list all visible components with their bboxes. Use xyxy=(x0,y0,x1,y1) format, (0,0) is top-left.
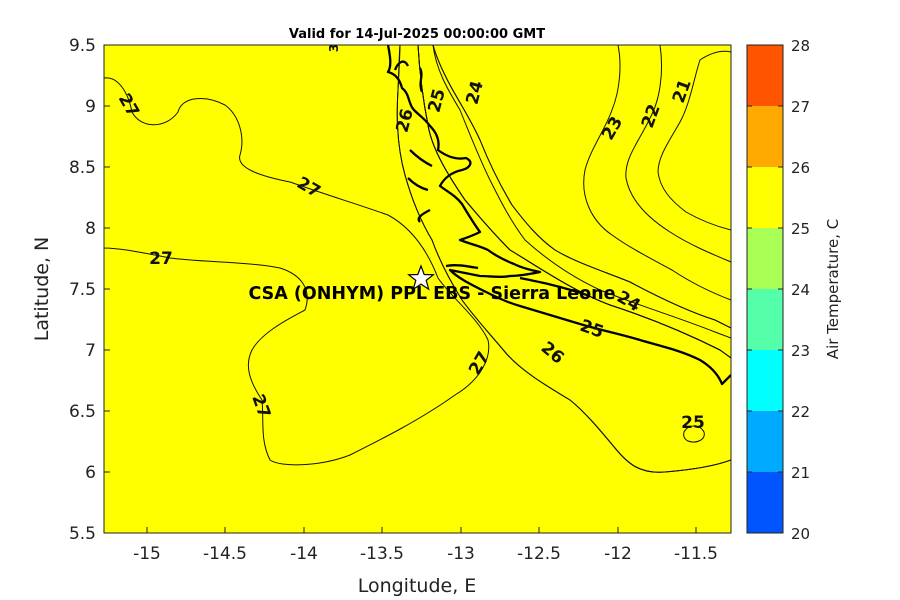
colorbar-swatch xyxy=(747,106,783,168)
y-tick-label: 9 xyxy=(85,97,96,117)
coastline xyxy=(386,45,731,386)
x-tick-label: -11.5 xyxy=(674,544,718,564)
y-axis-label: Latitude, N xyxy=(31,237,53,342)
x-tick-label: -14 xyxy=(290,544,318,564)
x-axis-label: Longitude, E xyxy=(358,575,477,597)
colorbar-swatch xyxy=(747,350,783,412)
y-axis: 9.5 9 8.5 8 7.5 7 6.5 6 5.5 xyxy=(69,36,110,544)
y-tick-label: 7 xyxy=(85,341,96,361)
isoline-25 xyxy=(417,45,731,359)
star-icon[interactable] xyxy=(407,264,435,291)
y-tick-label: 8 xyxy=(85,219,96,239)
band-21-22 xyxy=(625,45,731,263)
band-25-26-islet xyxy=(683,425,705,443)
band-20-21 xyxy=(657,50,731,231)
y-tick-label: 8.5 xyxy=(69,158,96,178)
band-27-28-west xyxy=(104,77,490,466)
colorbar-tick-label: 26 xyxy=(791,159,810,177)
map-title: Valid for 14-Jul-2025 00:00:00 GMT xyxy=(289,27,545,42)
band-26-27 xyxy=(104,45,731,533)
colorbar-tick-label: 25 xyxy=(791,220,810,238)
colorbar-tick-label: 28 xyxy=(791,37,810,55)
colorbar-swatch xyxy=(747,167,783,229)
colorbar-swatch xyxy=(747,411,783,473)
contour-label-partial: 3 xyxy=(327,44,341,52)
colorbar-swatch xyxy=(747,45,783,107)
y-tick-label: 6.5 xyxy=(69,402,96,422)
y-tick-label: 5.5 xyxy=(69,524,96,544)
colorbar-tick-label: 21 xyxy=(791,464,810,482)
colorbar-swatch xyxy=(747,472,783,534)
colorbar-tick-label: 24 xyxy=(791,281,810,299)
colorbar-tick-label: 20 xyxy=(791,525,810,543)
x-tick-label: -13 xyxy=(447,544,475,564)
x-tick-label: -13.5 xyxy=(360,544,404,564)
colorbar-swatch xyxy=(747,289,783,351)
colorbar-swatches xyxy=(747,45,783,534)
isoline-24 xyxy=(432,45,731,329)
x-tick-label: -12 xyxy=(604,544,632,564)
x-tick-label: -14.5 xyxy=(203,544,247,564)
x-tick-label: -12.5 xyxy=(517,544,561,564)
colorbar-label: Air Temperature, C xyxy=(824,219,842,359)
colorbar-tick-label: 22 xyxy=(791,403,810,421)
isoline-26 xyxy=(396,45,731,473)
colorbar-tick-label: 27 xyxy=(791,98,810,116)
y-tick-label: 9.5 xyxy=(69,36,96,56)
band-22-23 xyxy=(583,45,731,301)
contour-label-25: 25 xyxy=(681,413,705,433)
y-tick-label: 6 xyxy=(85,463,96,483)
site-label: CSA (ONHYM) PPL EBS - Sierra Leone xyxy=(249,284,616,304)
map-plot-area xyxy=(103,44,732,534)
x-axis: -15 -14.5 -14 -13.5 -13 -12.5 -12 -11.5 xyxy=(133,527,718,564)
x-tick-label: -15 xyxy=(133,544,161,564)
colorbar-swatch xyxy=(747,228,783,290)
y-tick-label: 7.5 xyxy=(69,280,96,300)
site-marker[interactable] xyxy=(407,264,435,291)
colorbar: 28 27 26 25 24 23 22 21 20 Air Temperatu… xyxy=(746,37,842,543)
contour-label-27: 27 xyxy=(149,249,173,269)
coastline-estuary xyxy=(393,60,591,298)
colorbar-tick-label: 23 xyxy=(791,342,810,360)
